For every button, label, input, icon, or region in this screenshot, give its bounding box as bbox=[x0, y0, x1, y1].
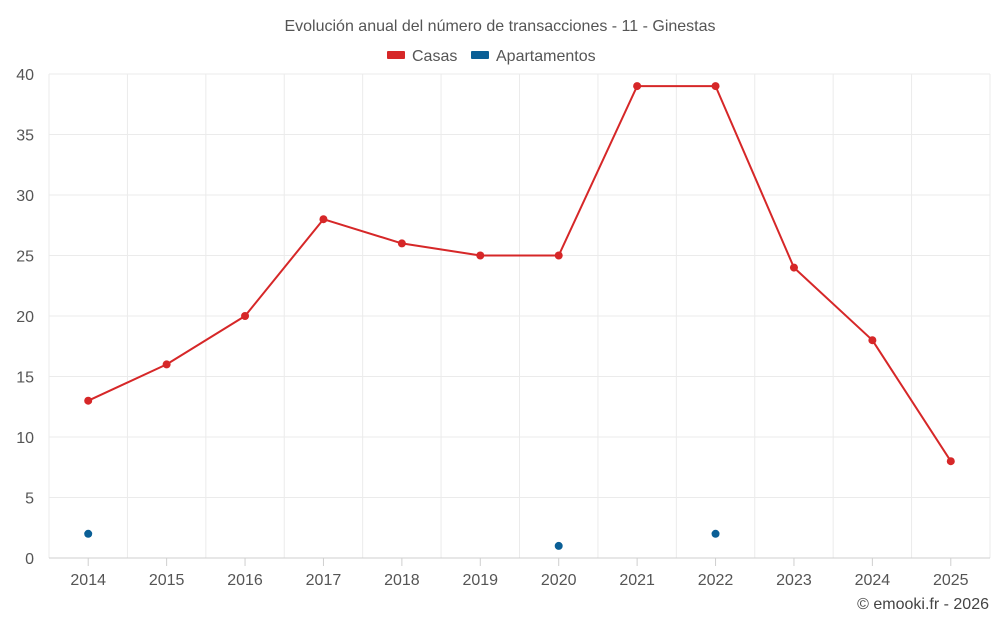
y-tick-label: 5 bbox=[25, 491, 34, 508]
data-point-casas[interactable] bbox=[476, 251, 485, 260]
y-tick-label: 20 bbox=[16, 309, 34, 326]
x-tick-label: 2014 bbox=[70, 572, 106, 589]
data-point-casas[interactable] bbox=[162, 360, 171, 369]
x-tick-label: 2016 bbox=[227, 572, 263, 589]
x-tick-label: 2023 bbox=[776, 572, 812, 589]
data-point-apartamentos[interactable] bbox=[711, 529, 720, 538]
data-point-casas[interactable] bbox=[554, 251, 563, 260]
chart-title: Evolución anual del número de transaccio… bbox=[284, 18, 715, 35]
x-tick-label: 2018 bbox=[384, 572, 420, 589]
legend-label-apartamentos[interactable]: Apartamentos bbox=[496, 48, 596, 65]
y-tick-label: 35 bbox=[16, 128, 34, 145]
legend: Casas Apartamentos bbox=[387, 48, 596, 65]
y-tick-label: 15 bbox=[16, 370, 34, 387]
data-point-casas[interactable] bbox=[397, 239, 406, 248]
x-tick-label: 2017 bbox=[306, 572, 342, 589]
y-tick-label: 0 bbox=[25, 551, 34, 568]
legend-label-casas[interactable]: Casas bbox=[412, 48, 457, 65]
x-tick-label: 2019 bbox=[462, 572, 498, 589]
data-point-casas[interactable] bbox=[868, 336, 877, 345]
data-point-apartamentos[interactable] bbox=[554, 541, 563, 550]
y-axis-ticks: 0 5 10 15 20 25 30 35 40 bbox=[16, 67, 34, 568]
legend-swatch-casas[interactable] bbox=[387, 51, 405, 59]
data-point-casas[interactable] bbox=[633, 82, 642, 91]
x-tick-label: 2020 bbox=[541, 572, 577, 589]
x-tick-label: 2021 bbox=[619, 572, 655, 589]
x-tick-label: 2025 bbox=[933, 572, 969, 589]
series-line-casas bbox=[87, 85, 952, 462]
data-point-casas[interactable] bbox=[946, 457, 955, 466]
data-point-casas[interactable] bbox=[241, 312, 250, 320]
data-point-casas[interactable] bbox=[84, 396, 93, 405]
series-layer bbox=[84, 82, 955, 550]
data-point-casas[interactable] bbox=[319, 215, 328, 224]
data-point-casas[interactable] bbox=[711, 82, 720, 91]
y-tick-label: 30 bbox=[16, 188, 34, 205]
legend-swatch-apartamentos[interactable] bbox=[471, 51, 489, 59]
x-tick-label: 2022 bbox=[698, 572, 734, 589]
data-point-apartamentos[interactable] bbox=[84, 529, 93, 538]
y-tick-label: 40 bbox=[16, 67, 34, 84]
x-tick-label: 2015 bbox=[149, 572, 185, 589]
x-axis-ticks: 2014 2015 2016 2017 2018 2019 2020 2021 2022 2023… bbox=[70, 558, 969, 589]
y-tick-label: 25 bbox=[16, 249, 34, 266]
credit-text: © emooki.fr - 2026 bbox=[857, 596, 989, 613]
data-point-casas[interactable] bbox=[789, 263, 798, 272]
y-tick-label: 10 bbox=[16, 430, 34, 447]
x-tick-label: 2024 bbox=[855, 572, 891, 589]
